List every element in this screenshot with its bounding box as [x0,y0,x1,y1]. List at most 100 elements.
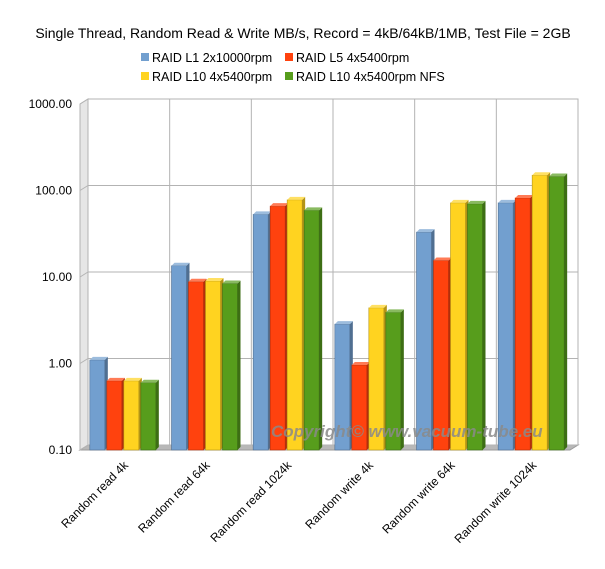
bar [123,377,142,451]
bar-top [270,203,289,207]
legend-item: RAID L5 4x5400rpm [285,51,409,65]
bar-top [433,257,452,261]
bar-top [498,199,517,203]
bar [286,196,306,451]
bar-front [531,174,548,451]
bar-front [416,231,432,451]
y-tick-label: 1000.00 [29,97,73,111]
bar [467,200,486,451]
x-tick-label: Random read 1024k [207,458,294,545]
bar [450,199,469,451]
bar-front [140,382,157,451]
bar [514,194,534,451]
bar-front [89,359,106,451]
gridline-connector [79,271,89,278]
bar-top [89,356,108,360]
chart-title: Single Thread, Random Read & Write MB/s,… [35,25,570,41]
bar-top [351,362,370,366]
bar-top [253,211,272,215]
legend-label: RAID L10 4x5400rpm [152,70,272,84]
bar-top [188,278,207,282]
bar-top [467,200,486,204]
bar-front [106,380,123,451]
bar [252,211,272,451]
y-tick-label: 10.00 [42,270,72,284]
bar-top [385,309,404,313]
bar-top [140,379,159,383]
bar-front [171,265,187,451]
bar [188,278,207,451]
legend-item: RAID L10 4x5400rpm NFS [285,70,445,84]
bar-front [123,380,140,451]
x-tick-label: Random write 4k [302,458,376,532]
y-tick-label: 0.10 [49,443,73,457]
legend-item: RAID L1 2x10000rpm [141,51,272,65]
legend-swatch [141,53,149,61]
bar-front [467,203,483,451]
bar [303,207,323,451]
bar [205,277,224,451]
bar-front [548,176,565,451]
bar-front [188,281,204,451]
bar-side [564,173,568,450]
bar-top [106,377,125,381]
legend-swatch [285,72,293,80]
plot-area: 0.10 1.00 10.00 100.00 1000.00 Random read 4k… [29,97,580,546]
bar [385,309,404,451]
bar-top [515,194,534,198]
y-tick-label: 1.00 [49,357,73,371]
bar-top [205,277,224,281]
bar-front [222,283,238,451]
bar-top [416,229,435,233]
y-tick-label: 100.00 [35,184,72,198]
bar [222,280,241,451]
bar-front [514,197,531,451]
bar-front [269,205,286,451]
bar-front [252,214,269,451]
bar-top [450,199,469,203]
x-tick-label: Random read 64k [135,458,213,536]
bar [548,173,568,451]
legend-item: RAID L10 4x5400rpm [141,70,272,84]
bar-side [482,200,486,450]
bar-side [400,309,404,450]
legend-label: RAID L5 4x5400rpm [296,51,409,65]
bar-top [334,321,353,325]
watermark: Copyright© www.vacuum-tube.eu [271,422,543,441]
legend-swatch [285,53,293,61]
x-tick-label: Random write 64k [379,458,458,537]
bar [89,356,108,451]
bar-side [319,207,323,450]
bar-top [222,280,241,284]
gridline-connector [79,444,89,451]
bar-top [123,377,142,381]
bar-top [532,172,551,176]
bar-top [171,262,190,266]
bar-front [286,199,303,451]
bar-front [497,202,514,451]
gridline-connector [79,185,89,191]
bar-side [155,379,159,450]
bar-front [450,202,466,451]
bar [416,229,435,451]
bar [269,203,289,451]
bar [497,199,517,451]
gridline-connector [79,358,89,364]
bar-side [237,280,241,450]
x-tick-label: Random write 1024k [452,458,540,546]
legend-swatch [141,72,149,80]
legend-label: RAID L10 4x5400rpm NFS [296,70,445,84]
bar [531,172,551,451]
legend-label: RAID L1 2x10000rpm [152,51,272,65]
legend: RAID L1 2x10000rpm RAID L5 4x5400rpm RAID … [141,51,445,84]
bar-top [368,304,387,308]
bar [140,379,159,451]
bar [334,321,353,451]
bar [171,262,190,451]
x-tick-label: Random read 4k [58,458,131,531]
bar-top [304,207,323,211]
bar-top [287,196,306,200]
bar [106,377,125,451]
gridline-connector [79,98,89,105]
